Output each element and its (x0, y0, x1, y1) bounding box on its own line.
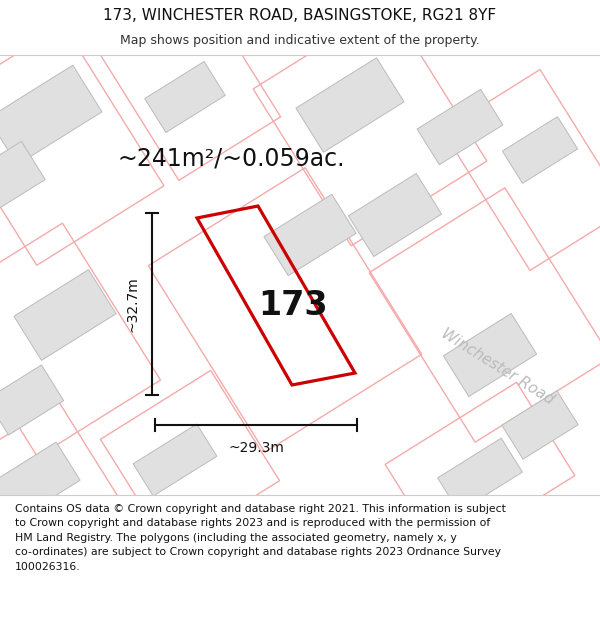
Polygon shape (502, 391, 578, 459)
Polygon shape (264, 194, 356, 276)
Polygon shape (502, 117, 578, 183)
Text: ~241m²/~0.059ac.: ~241m²/~0.059ac. (118, 146, 346, 170)
Polygon shape (133, 424, 217, 496)
Text: 173: 173 (259, 289, 328, 322)
Text: ~29.3m: ~29.3m (228, 441, 284, 455)
Polygon shape (443, 314, 536, 396)
Text: Contains OS data © Crown copyright and database right 2021. This information is : Contains OS data © Crown copyright and d… (15, 504, 506, 572)
Text: ~32.7m: ~32.7m (126, 276, 140, 332)
Polygon shape (145, 61, 225, 132)
Polygon shape (437, 438, 523, 512)
Text: Map shows position and indicative extent of the property.: Map shows position and indicative extent… (120, 34, 480, 48)
Polygon shape (14, 269, 116, 361)
Polygon shape (0, 365, 64, 435)
Polygon shape (0, 141, 45, 209)
Polygon shape (0, 65, 102, 165)
Polygon shape (0, 442, 80, 528)
Text: 173, WINCHESTER ROAD, BASINGSTOKE, RG21 8YF: 173, WINCHESTER ROAD, BASINGSTOKE, RG21 … (103, 8, 497, 23)
Text: Winchester Road: Winchester Road (438, 326, 556, 408)
Polygon shape (349, 174, 442, 256)
Polygon shape (296, 58, 404, 152)
Polygon shape (417, 89, 503, 164)
